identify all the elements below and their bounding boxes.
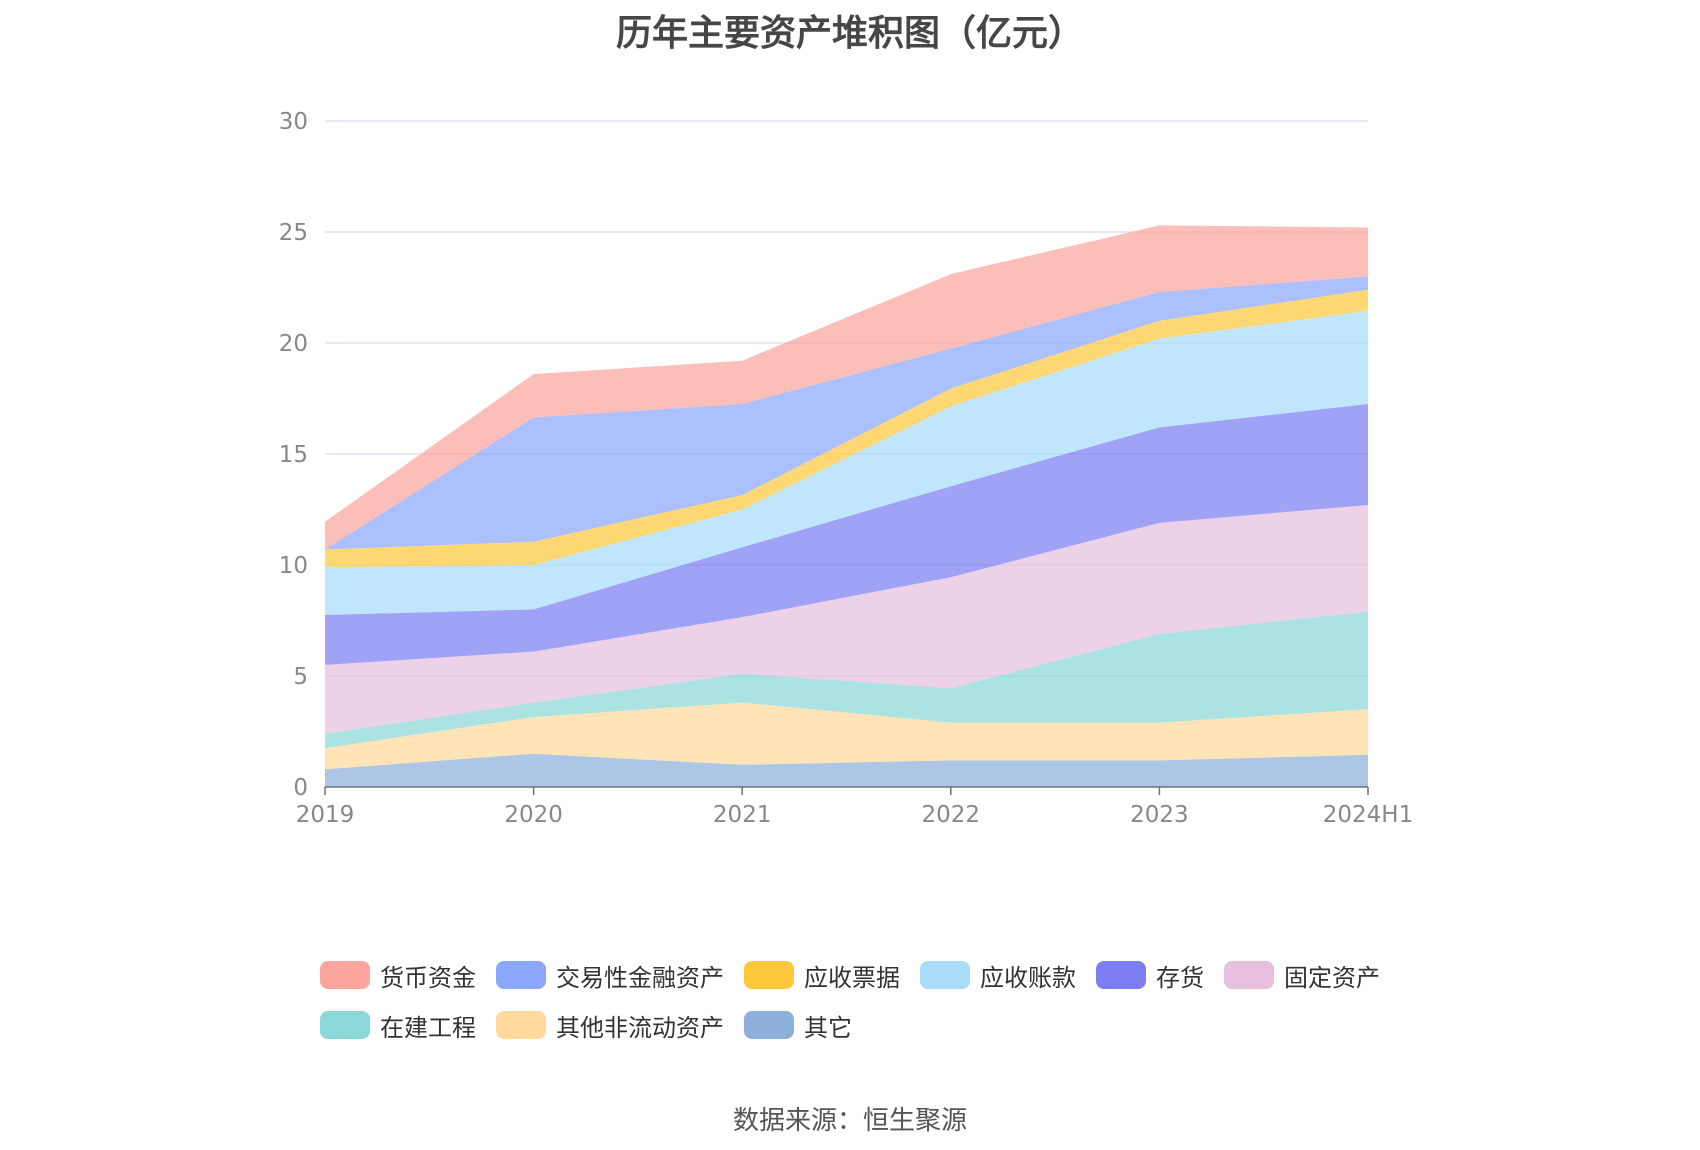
area-series-0 — [325, 753, 1368, 787]
x-tick-label: 2021 — [713, 802, 772, 828]
area-series-7 — [325, 276, 1368, 550]
legend-label: 应收账款 — [980, 963, 1076, 992]
y-tick-label: 15 — [279, 442, 308, 468]
area-series-8 — [325, 225, 1368, 550]
legend-item[interactable]: 交易性金融资产 — [496, 958, 724, 993]
legend-item[interactable]: 应收票据 — [744, 958, 900, 993]
legend-item[interactable]: 货币资金 — [320, 958, 476, 993]
x-tick-label: 2023 — [1130, 802, 1189, 828]
chart-title: 历年主要资产堆积图（亿元） — [615, 13, 1084, 54]
legend-label: 交易性金融资产 — [556, 963, 724, 992]
legend-item[interactable]: 存货 — [1096, 958, 1204, 993]
legend-swatch — [320, 961, 370, 989]
legend-item[interactable]: 应收账款 — [920, 958, 1076, 993]
x-tick-label: 2022 — [922, 802, 981, 828]
legend-swatch — [1224, 961, 1274, 989]
y-tick-label: 25 — [279, 220, 308, 246]
y-tick-label: 30 — [279, 109, 308, 135]
legend-swatch — [1096, 961, 1146, 989]
legend-item[interactable]: 其他非流动资产 — [496, 1008, 724, 1043]
legend-label: 应收票据 — [804, 963, 900, 992]
legend-item[interactable]: 固定资产 — [1224, 958, 1380, 993]
legend-swatch — [320, 1011, 370, 1039]
y-tick-label: 5 — [293, 664, 308, 690]
legend-row: 在建工程 其他非流动资产 其它 — [320, 1000, 1420, 1050]
legend-swatch — [920, 961, 970, 989]
legend: 货币资金 交易性金融资产 应收票据 应收账款 存货 固定资产在建工程 其他非流动资产 其它 — [320, 950, 1420, 1050]
y-tick-label: 20 — [279, 331, 308, 357]
y-tick-label: 10 — [279, 553, 308, 579]
area-series-1 — [325, 702, 1368, 770]
legend-swatch — [496, 1011, 546, 1039]
legend-swatch — [744, 961, 794, 989]
source-note: 数据来源：恒生聚源 — [732, 1106, 967, 1136]
area-series-3 — [325, 505, 1368, 734]
legend-label: 其它 — [804, 1013, 852, 1042]
legend-item[interactable]: 其它 — [744, 1008, 852, 1043]
legend-row: 货币资金 交易性金融资产 应收票据 应收账款 存货 固定资产 — [320, 950, 1420, 1000]
area-series — [325, 225, 1368, 787]
area-series-6 — [325, 289, 1368, 568]
x-tick-label: 2024H1 — [1323, 802, 1413, 828]
y-tick-label: 0 — [293, 775, 308, 801]
x-tick-label: 2019 — [296, 802, 355, 828]
legend-label: 其他非流动资产 — [556, 1013, 724, 1042]
legend-swatch — [744, 1011, 794, 1039]
legend-label: 在建工程 — [380, 1013, 476, 1042]
legend-label: 存货 — [1156, 963, 1204, 992]
legend-item[interactable]: 在建工程 — [320, 1008, 476, 1043]
area-series-2 — [325, 611, 1368, 749]
legend-label: 货币资金 — [380, 963, 476, 992]
area-series-5 — [325, 310, 1368, 615]
legend-swatch — [496, 961, 546, 989]
area-series-4 — [325, 404, 1368, 665]
axes: 0 5 10 15 20 25 30 2019 2020 2021 2022 2023 2024H1 — [279, 109, 1414, 828]
legend-label: 固定资产 — [1284, 963, 1380, 992]
x-tick-label: 2020 — [504, 802, 563, 828]
